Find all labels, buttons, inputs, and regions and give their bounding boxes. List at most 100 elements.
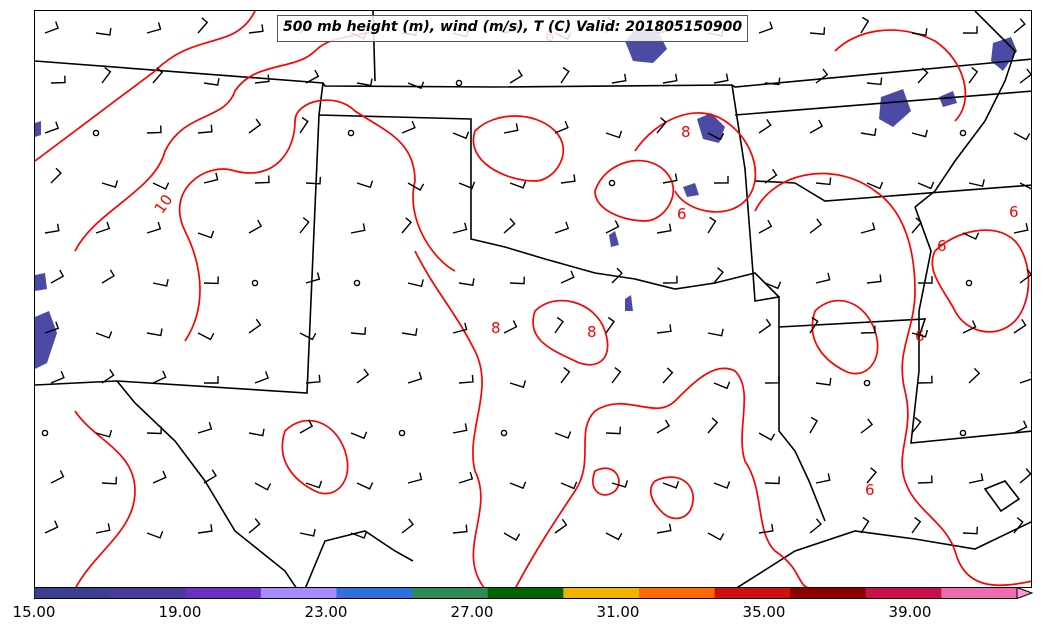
wind-barb — [152, 67, 164, 84]
wind-barb — [1019, 268, 1031, 284]
wind-barb — [95, 331, 113, 339]
wind-barb — [101, 369, 115, 384]
wind-barb — [560, 174, 576, 184]
wind-barb — [860, 222, 876, 234]
wind-barb — [605, 532, 623, 541]
colorbar-cell — [109, 587, 186, 599]
wind-barb — [299, 419, 314, 434]
wind-barb — [815, 473, 831, 484]
wind-barb — [203, 469, 217, 484]
wind-barb — [662, 275, 678, 284]
wind-barb — [764, 77, 781, 86]
calm-wind-marker — [500, 429, 508, 437]
wind-barb — [1013, 132, 1031, 141]
wind-barb — [509, 276, 525, 285]
wind-barb — [146, 221, 162, 234]
fill-area — [609, 231, 619, 247]
wind-barb — [866, 181, 884, 190]
contour-line — [834, 29, 967, 122]
colorbar-tick-label: 15.00 — [12, 603, 56, 621]
wind-barb — [758, 318, 772, 334]
wind-barb — [254, 74, 270, 84]
wind-barb — [554, 221, 570, 234]
wind-barb — [860, 16, 870, 34]
wind-barb — [204, 376, 219, 384]
wind-barb — [662, 73, 678, 84]
contour-line — [281, 419, 349, 495]
wind-barb — [962, 320, 977, 334]
wind-barb — [962, 26, 978, 34]
wind-barb — [1013, 319, 1027, 334]
wind-barb — [197, 230, 215, 239]
wind-barb — [917, 475, 933, 484]
wind-barb — [911, 517, 922, 534]
wind-barb — [656, 223, 672, 234]
wind-barb — [554, 120, 569, 134]
wind-barb — [758, 219, 773, 234]
border-line — [318, 114, 780, 298]
wind-barb — [968, 367, 981, 384]
wind-barb — [44, 321, 60, 334]
wind-barb — [248, 118, 262, 134]
wind-barb — [758, 119, 772, 134]
wind-barb — [809, 27, 826, 35]
border-line — [734, 90, 1031, 116]
wind-barb — [560, 270, 575, 284]
colorbar-tick-label: 23.00 — [304, 603, 348, 621]
wind-barb — [401, 518, 414, 534]
wind-barb — [407, 182, 425, 191]
wind-barb — [152, 470, 167, 484]
fill-area — [625, 295, 633, 311]
contour-line — [811, 299, 879, 375]
state-borders — [35, 11, 1031, 587]
wind-barb — [299, 528, 316, 537]
contour-label: 8 — [681, 123, 691, 141]
wind-barb — [299, 217, 310, 234]
wind-barbs — [41, 16, 1031, 541]
calm-wind-marker — [41, 429, 49, 437]
wind-barb — [707, 417, 719, 434]
wind-barb — [248, 428, 265, 437]
contour-label: 6 — [1009, 203, 1019, 221]
wind-barb — [407, 472, 423, 484]
wind-barb — [101, 67, 112, 84]
wind-barb — [305, 272, 321, 284]
wind-barb — [707, 328, 724, 337]
calm-wind-marker — [347, 129, 355, 137]
contour-label: 10 — [151, 191, 177, 217]
colorbar-cell — [336, 587, 413, 599]
wind-barb — [305, 69, 320, 84]
wind-barb — [1013, 18, 1026, 34]
wind-barb — [44, 121, 60, 134]
wind-barb — [1019, 468, 1031, 484]
wind-barb — [911, 417, 922, 434]
contour-label: 6 — [865, 481, 875, 499]
wind-barb — [503, 320, 518, 334]
wind-barb — [764, 476, 780, 485]
wind-barb — [509, 380, 527, 389]
wind-barb — [809, 316, 819, 334]
wind-barb — [356, 78, 373, 87]
wind-barb — [560, 367, 571, 384]
wind-barb — [101, 269, 115, 284]
contour-line — [634, 112, 757, 213]
wind-barb — [968, 179, 985, 188]
contour-line — [178, 99, 456, 342]
border-line — [910, 206, 1031, 444]
wind-barb — [605, 316, 615, 334]
colorbar-tick-label: 27.00 — [450, 603, 494, 621]
wind-barb — [458, 278, 475, 287]
wind-barb — [152, 278, 169, 287]
wind-barb — [968, 473, 984, 484]
wind-barb — [860, 418, 874, 434]
fill-area — [35, 121, 41, 137]
colorbar-tick-label: 31.00 — [596, 603, 640, 621]
contour-label: 6 — [677, 205, 687, 223]
wind-barb — [917, 67, 929, 84]
calm-wind-marker — [398, 429, 406, 437]
wind-barb — [203, 78, 220, 86]
calm-wind-marker — [353, 279, 361, 287]
colorbar-tick-label: 19.00 — [158, 603, 202, 621]
border-line — [754, 180, 1031, 202]
wind-barb — [305, 176, 322, 185]
